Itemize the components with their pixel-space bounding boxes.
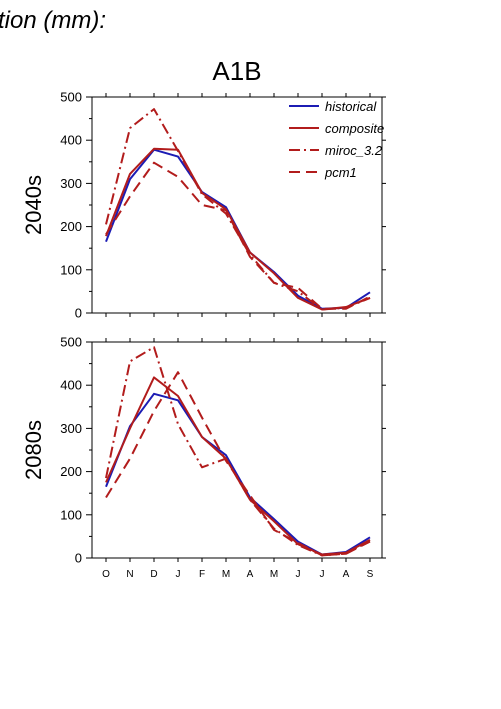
y-tick-label: 500 [60,335,82,350]
y-tick-label: 300 [60,176,82,191]
y-tick-label: 200 [60,219,82,234]
panel-label-2040s: 2040s [21,175,46,235]
x-tick-label: M [270,569,278,580]
y-tick-label: 500 [60,90,82,105]
x-tick-label: D [150,569,157,580]
series-line-pcm1 [105,371,371,557]
series-line-historical [105,392,371,556]
figure-header-text: tion (mm): [0,7,106,34]
x-tick-label: A [343,569,350,580]
series-line-pcm1 [105,161,371,310]
x-tick-label: A [247,569,254,580]
y-tick-label: 0 [75,551,82,566]
x-tick-label: M [222,569,230,580]
panel-2040s: 2040s 0 100 200 300 400 500 historical composit… [21,90,386,321]
legend-label: pcm1 [324,165,357,180]
panel-label-2080s: 2080s [21,420,46,480]
x-tick-label: J [320,569,325,580]
legend-label: historical [325,99,377,114]
x-tick-label: O [102,569,110,580]
y-tick-label: 0 [75,306,82,321]
legend-label: miroc_3.2 [325,143,383,158]
plot-frame [91,341,383,559]
x-tick-label: F [199,569,205,580]
x-tick-label: S [367,569,374,580]
series-line-miroc-3-2 [105,108,371,311]
x-tick-label: N [126,569,133,580]
y-tick-label: 100 [60,507,82,522]
panel-2080s: 2080s 0 100 200 300 400 500 O N D J F M A M J J A S [21,335,386,580]
legend-label: composite [325,121,384,136]
series-line-miroc-3-2 [105,346,371,557]
x-tick-label: J [176,569,181,580]
y-tick-label: 300 [60,421,82,436]
x-tick-label: J [296,569,301,580]
y-tick-label: 100 [60,262,82,277]
y-tick-label: 200 [60,464,82,479]
y-tick-label: 400 [60,133,82,148]
scenario-title: A1B [212,56,261,86]
y-tick-label: 400 [60,378,82,393]
